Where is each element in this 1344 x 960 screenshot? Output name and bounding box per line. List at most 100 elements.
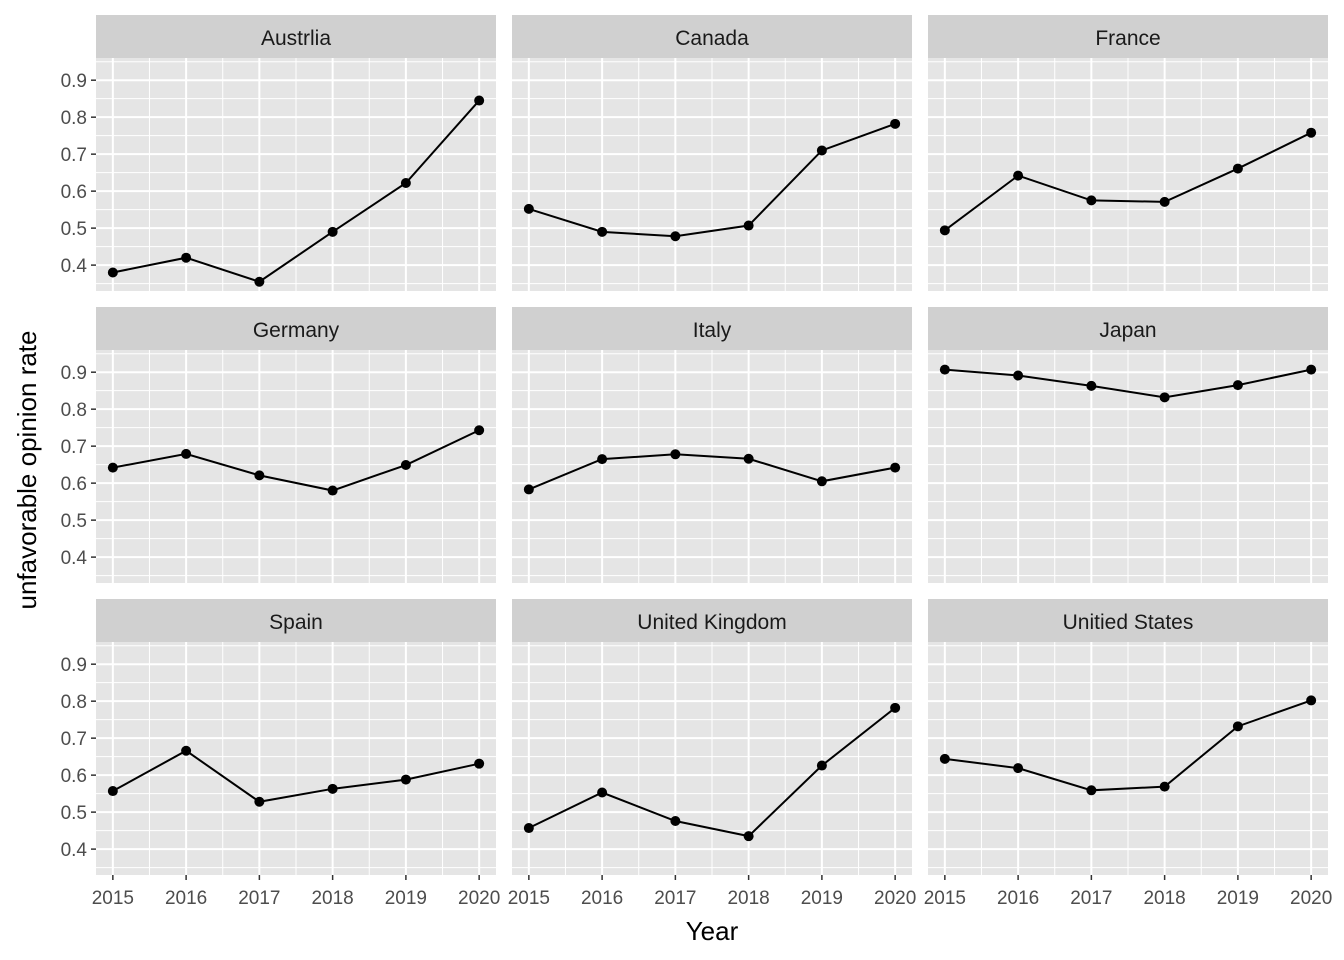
facet-panel: Canada <box>512 15 912 291</box>
data-point <box>523 823 534 834</box>
data-point <box>816 476 827 487</box>
data-point <box>743 220 754 231</box>
data-point <box>400 460 411 471</box>
data-point <box>890 702 901 713</box>
y-tick-label: 0.5 <box>61 219 87 240</box>
x-tick-label: 2019 <box>385 888 427 909</box>
data-point <box>254 276 265 287</box>
facet-strip-label: Canada <box>675 27 749 50</box>
facet-strip-label: Germany <box>253 319 340 342</box>
facet-panel: Austrlia <box>96 15 496 291</box>
data-point <box>939 753 950 764</box>
data-point <box>1086 195 1097 206</box>
x-tick-label: 2015 <box>508 888 550 909</box>
x-tick-label: 2018 <box>727 888 769 909</box>
facet-strip-label: Japan <box>1099 319 1156 342</box>
facet-strip-label: United Kingdom <box>637 611 786 634</box>
data-point <box>597 454 608 465</box>
data-point <box>670 449 681 460</box>
data-point <box>107 267 118 278</box>
data-point <box>1013 763 1024 774</box>
facet-strip <box>928 15 1328 58</box>
data-point <box>181 745 192 756</box>
facet-strip <box>512 599 912 642</box>
x-tick-label: 2017 <box>1070 888 1112 909</box>
data-point <box>939 364 950 375</box>
facet-strip-label: Spain <box>269 611 323 634</box>
x-tick-label: 2016 <box>997 888 1039 909</box>
data-point <box>1306 695 1317 706</box>
series-line <box>112 749 480 803</box>
y-axis-title: unfavorable opinion rate <box>12 331 42 610</box>
data-point <box>107 462 118 473</box>
data-point <box>1013 370 1024 381</box>
y-tick-label: 0.6 <box>61 766 87 787</box>
y-tick-label: 0.9 <box>61 655 87 676</box>
data-point <box>1159 392 1170 403</box>
data-point <box>670 816 681 827</box>
series-line <box>528 122 896 238</box>
y-tick-label: 0.5 <box>61 511 87 532</box>
x-tick-label: 2015 <box>924 888 966 909</box>
x-tick-label: 2020 <box>1290 888 1332 909</box>
data-point <box>1159 196 1170 207</box>
y-tick-label: 0.8 <box>61 692 87 713</box>
data-point <box>254 796 265 807</box>
data-point <box>474 425 485 436</box>
facet-strip <box>928 307 1328 350</box>
data-point <box>181 448 192 459</box>
series-line <box>944 699 1312 792</box>
data-point <box>1013 170 1024 181</box>
data-point <box>1232 380 1243 391</box>
data-point <box>890 462 901 473</box>
data-point <box>743 453 754 464</box>
data-point <box>1232 163 1243 174</box>
data-point <box>107 786 118 797</box>
facet-panels: Austrlia Canada France Germany Italy Japan Spa… <box>96 15 1328 875</box>
y-tick-label: 0.9 <box>61 363 87 384</box>
series-line <box>944 131 1312 232</box>
data-point <box>181 252 192 263</box>
series-line <box>944 368 1312 399</box>
y-tick-label: 0.9 <box>61 71 87 92</box>
data-point <box>474 758 485 769</box>
data-point <box>1086 785 1097 796</box>
data-point <box>743 831 754 842</box>
data-point <box>816 760 827 771</box>
series-line <box>528 453 896 491</box>
x-tick-label: 2016 <box>581 888 623 909</box>
x-tick-label: 2018 <box>311 888 353 909</box>
y-tick-label: 0.7 <box>61 729 87 750</box>
facet-panel: Unitied States <box>928 599 1328 875</box>
data-point <box>597 787 608 798</box>
data-point <box>1306 364 1317 375</box>
data-point <box>523 484 534 495</box>
y-axes: 0.4 0.5 0.6 0.7 0.8 0.9 0.4 0.5 0.6 0.7 0.8 0.9 0.4 0… <box>61 71 96 861</box>
y-tick-label: 0.6 <box>61 474 87 495</box>
x-tick-label: 2019 <box>801 888 843 909</box>
x-axes: 2015 2016 2017 2018 2019 2020 2015 2016 2017 2018… <box>92 875 1332 909</box>
data-point <box>816 145 827 156</box>
data-point <box>890 118 901 129</box>
data-point <box>670 231 681 242</box>
series-line <box>528 707 896 838</box>
y-tick-label: 0.4 <box>61 840 88 861</box>
y-tick-label: 0.6 <box>61 182 87 203</box>
data-point <box>939 225 950 236</box>
facet-panel: Germany <box>96 307 496 583</box>
y-tick-label: 0.7 <box>61 145 87 166</box>
y-tick-label: 0.4 <box>61 256 88 277</box>
data-point <box>1159 781 1170 792</box>
facet-strip <box>928 599 1328 642</box>
data-point <box>1232 721 1243 732</box>
y-tick-label: 0.5 <box>61 803 87 824</box>
x-tick-label: 2020 <box>874 888 916 909</box>
y-tick-label: 0.8 <box>61 400 87 421</box>
data-point <box>474 95 485 106</box>
facet-strip-label: Unitied States <box>1063 611 1194 634</box>
facet-panel: France <box>928 15 1328 291</box>
facet-strip-label: France <box>1095 27 1160 50</box>
y-tick-label: 0.4 <box>61 548 88 569</box>
data-point <box>327 485 338 496</box>
